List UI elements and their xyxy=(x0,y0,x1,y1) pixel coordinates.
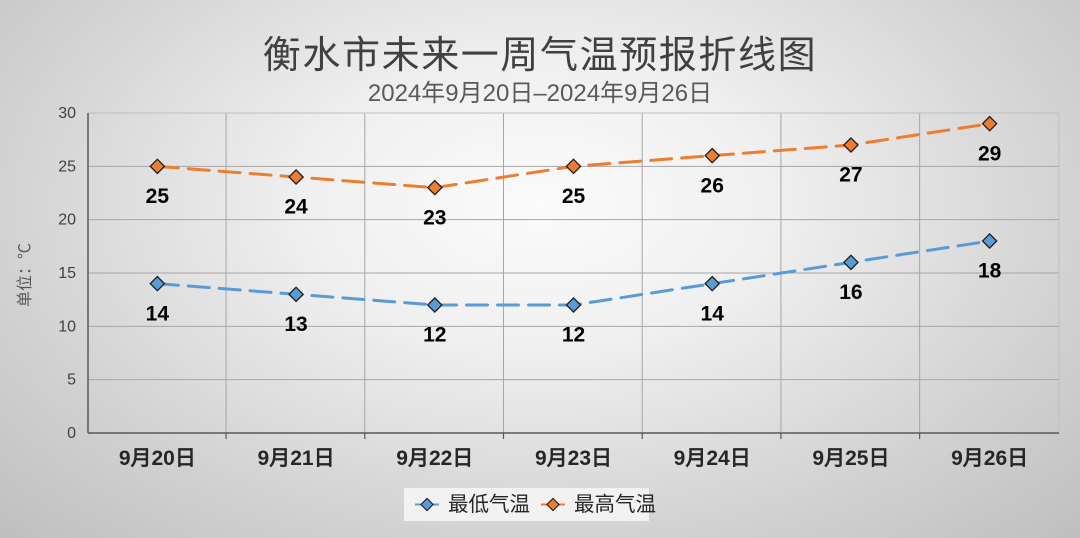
svg-text:26: 26 xyxy=(701,174,724,197)
svg-text:29: 29 xyxy=(978,142,1001,165)
svg-text:12: 12 xyxy=(423,324,446,347)
svg-text:13: 13 xyxy=(284,313,307,336)
svg-text:24: 24 xyxy=(284,196,308,219)
svg-text:9月26日: 9月26日 xyxy=(951,447,1028,470)
svg-text:12: 12 xyxy=(562,324,585,347)
svg-text:9月23日: 9月23日 xyxy=(535,447,612,470)
svg-text:9月20日: 9月20日 xyxy=(119,447,196,470)
svg-text:5: 5 xyxy=(67,372,76,389)
svg-text:30: 30 xyxy=(58,105,76,122)
svg-text:0: 0 xyxy=(67,425,76,442)
svg-text:9月22日: 9月22日 xyxy=(396,447,473,470)
svg-text:最高气温: 最高气温 xyxy=(574,493,656,516)
svg-text:25: 25 xyxy=(58,158,76,175)
svg-text:单位：℃: 单位：℃ xyxy=(16,243,34,307)
svg-text:27: 27 xyxy=(839,164,862,187)
svg-text:14: 14 xyxy=(701,302,725,325)
svg-text:15: 15 xyxy=(58,265,76,282)
svg-text:23: 23 xyxy=(423,206,446,229)
svg-text:10: 10 xyxy=(58,318,76,335)
svg-text:16: 16 xyxy=(839,281,862,304)
svg-text:最低气温: 最低气温 xyxy=(448,493,530,516)
svg-text:25: 25 xyxy=(146,185,170,208)
svg-text:14: 14 xyxy=(146,302,170,325)
svg-text:20: 20 xyxy=(58,212,76,229)
svg-text:9月24日: 9月24日 xyxy=(674,447,751,470)
svg-text:9月21日: 9月21日 xyxy=(258,447,335,470)
svg-text:9月25日: 9月25日 xyxy=(812,447,889,470)
svg-text:18: 18 xyxy=(978,260,1002,283)
svg-text:25: 25 xyxy=(562,185,586,208)
